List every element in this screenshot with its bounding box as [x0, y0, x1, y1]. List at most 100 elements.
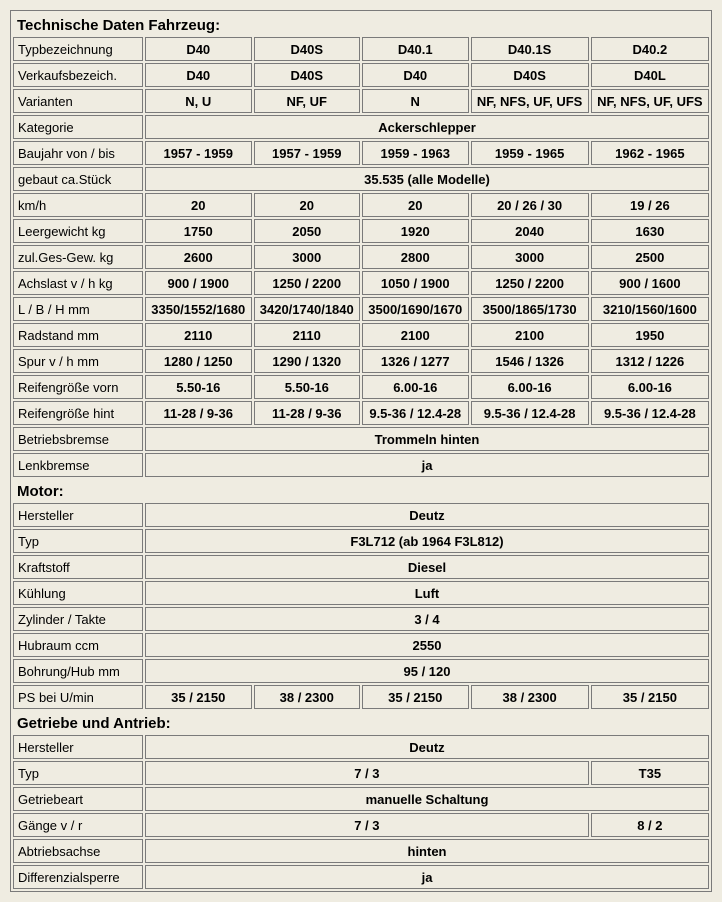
label-leer: Leergewicht kg	[13, 219, 143, 243]
cell: 6.00-16	[471, 375, 589, 399]
label-kmh: km/h	[13, 193, 143, 217]
row-gaenge: Gänge v / r 7 / 3 8 / 2	[13, 813, 709, 837]
cell: 2100	[362, 323, 469, 347]
row-kraftstoff: Kraftstoff Diesel	[13, 555, 709, 579]
label-lenkbremse: Lenkbremse	[13, 453, 143, 477]
section-engine: Motor:	[13, 479, 709, 501]
row-radstand: Radstand mm 2110 2110 2100 2100 1950	[13, 323, 709, 347]
row-zul: zul.Ges-Gew. kg 2600 3000 2800 3000 2500	[13, 245, 709, 269]
cell: Diesel	[145, 555, 709, 579]
cell: 1950	[591, 323, 709, 347]
label-getriebeart: Getriebeart	[13, 787, 143, 811]
cell: 2110	[254, 323, 361, 347]
cell: D40.1S	[471, 37, 589, 61]
cell: N	[362, 89, 469, 113]
row-typbezeichnung: Typbezeichnung D40 D40S D40.1 D40.1S D40…	[13, 37, 709, 61]
cell: 1250 / 2200	[254, 271, 361, 295]
cell: NF, NFS, UF, UFS	[471, 89, 589, 113]
cell: 1630	[591, 219, 709, 243]
cell: 1050 / 1900	[362, 271, 469, 295]
cell: 1546 / 1326	[471, 349, 589, 373]
cell: 19 / 26	[591, 193, 709, 217]
cell: 3350/1552/1680	[145, 297, 252, 321]
cell: NF, NFS, UF, UFS	[591, 89, 709, 113]
cell: D40	[145, 63, 252, 87]
label-gebaut: gebaut ca.Stück	[13, 167, 143, 191]
cell: Ackerschlepper	[145, 115, 709, 139]
row-ps: PS bei U/min 35 / 2150 38 / 2300 35 / 21…	[13, 685, 709, 709]
label-zul: zul.Ges-Gew. kg	[13, 245, 143, 269]
row-reifenh: Reifengröße hint 11-28 / 9-36 11-28 / 9-…	[13, 401, 709, 425]
label-abtrieb: Abtriebsachse	[13, 839, 143, 863]
label-hubraum: Hubraum ccm	[13, 633, 143, 657]
cell: Luft	[145, 581, 709, 605]
cell: 9.5-36 / 12.4-28	[591, 401, 709, 425]
cell: 35.535 (alle Modelle)	[145, 167, 709, 191]
row-betriebsbremse: Betriebsbremse Trommeln hinten	[13, 427, 709, 451]
label-reifenv: Reifengröße vorn	[13, 375, 143, 399]
label-diff: Differenzialsperre	[13, 865, 143, 889]
cell: 2600	[145, 245, 252, 269]
cell: ja	[145, 453, 709, 477]
row-getriebeart: Getriebeart manuelle Schaltung	[13, 787, 709, 811]
cell: 20	[362, 193, 469, 217]
row-zylinder: Zylinder / Takte 3 / 4	[13, 607, 709, 631]
cell: 1920	[362, 219, 469, 243]
row-gebaut: gebaut ca.Stück 35.535 (alle Modelle)	[13, 167, 709, 191]
cell: Deutz	[145, 735, 709, 759]
label-reifenh: Reifengröße hint	[13, 401, 143, 425]
cell: 2800	[362, 245, 469, 269]
cell: 2040	[471, 219, 589, 243]
cell: 1957 - 1959	[145, 141, 252, 165]
row-ehersteller: Hersteller Deutz	[13, 503, 709, 527]
cell: 2550	[145, 633, 709, 657]
cell: 6.00-16	[362, 375, 469, 399]
label-hersteller: Hersteller	[13, 735, 143, 759]
cell: 3420/1740/1840	[254, 297, 361, 321]
row-diff: Differenzialsperre ja	[13, 865, 709, 889]
cell: manuelle Schaltung	[145, 787, 709, 811]
row-baujahr: Baujahr von / bis 1957 - 1959 1957 - 195…	[13, 141, 709, 165]
label-bohrung: Bohrung/Hub mm	[13, 659, 143, 683]
row-leer: Leergewicht kg 1750 2050 1920 2040 1630	[13, 219, 709, 243]
cell: 900 / 1600	[591, 271, 709, 295]
cell: 1959 - 1963	[362, 141, 469, 165]
label-typ: Typbezeichnung	[13, 37, 143, 61]
cell: D40.2	[591, 37, 709, 61]
row-ttyp: Typ 7 / 3 T35	[13, 761, 709, 785]
cell: Deutz	[145, 503, 709, 527]
cell: N, U	[145, 89, 252, 113]
cell: 38 / 2300	[254, 685, 361, 709]
label-kraftstoff: Kraftstoff	[13, 555, 143, 579]
cell: 1962 - 1965	[591, 141, 709, 165]
cell: 3000	[471, 245, 589, 269]
row-reifenv: Reifengröße vorn 5.50-16 5.50-16 6.00-16…	[13, 375, 709, 399]
cell: 20	[145, 193, 252, 217]
cell: 6.00-16	[591, 375, 709, 399]
label-radstand: Radstand mm	[13, 323, 143, 347]
row-hubraum: Hubraum ccm 2550	[13, 633, 709, 657]
spec-table: Technische Daten Fahrzeug: Typbezeichnun…	[10, 10, 712, 892]
cell: D40.1	[362, 37, 469, 61]
cell: 1959 - 1965	[471, 141, 589, 165]
cell: NF, UF	[254, 89, 361, 113]
label-varianten: Varianten	[13, 89, 143, 113]
row-spur: Spur v / h mm 1280 / 1250 1290 / 1320 13…	[13, 349, 709, 373]
label-achslast: Achslast v / h kg	[13, 271, 143, 295]
cell: 95 / 120	[145, 659, 709, 683]
cell: F3L712 (ab 1964 F3L812)	[145, 529, 709, 553]
label-zylinder: Zylinder / Takte	[13, 607, 143, 631]
cell: 3 / 4	[145, 607, 709, 631]
cell: 3000	[254, 245, 361, 269]
cell: 1280 / 1250	[145, 349, 252, 373]
label-gaenge: Gänge v / r	[13, 813, 143, 837]
label-spur: Spur v / h mm	[13, 349, 143, 373]
cell: ja	[145, 865, 709, 889]
cell: 1312 / 1226	[591, 349, 709, 373]
cell: 7 / 3	[145, 813, 589, 837]
cell: 3210/1560/1600	[591, 297, 709, 321]
cell: 8 / 2	[591, 813, 709, 837]
cell: 1326 / 1277	[362, 349, 469, 373]
label-hersteller: Hersteller	[13, 503, 143, 527]
label-betriebsbremse: Betriebsbremse	[13, 427, 143, 451]
